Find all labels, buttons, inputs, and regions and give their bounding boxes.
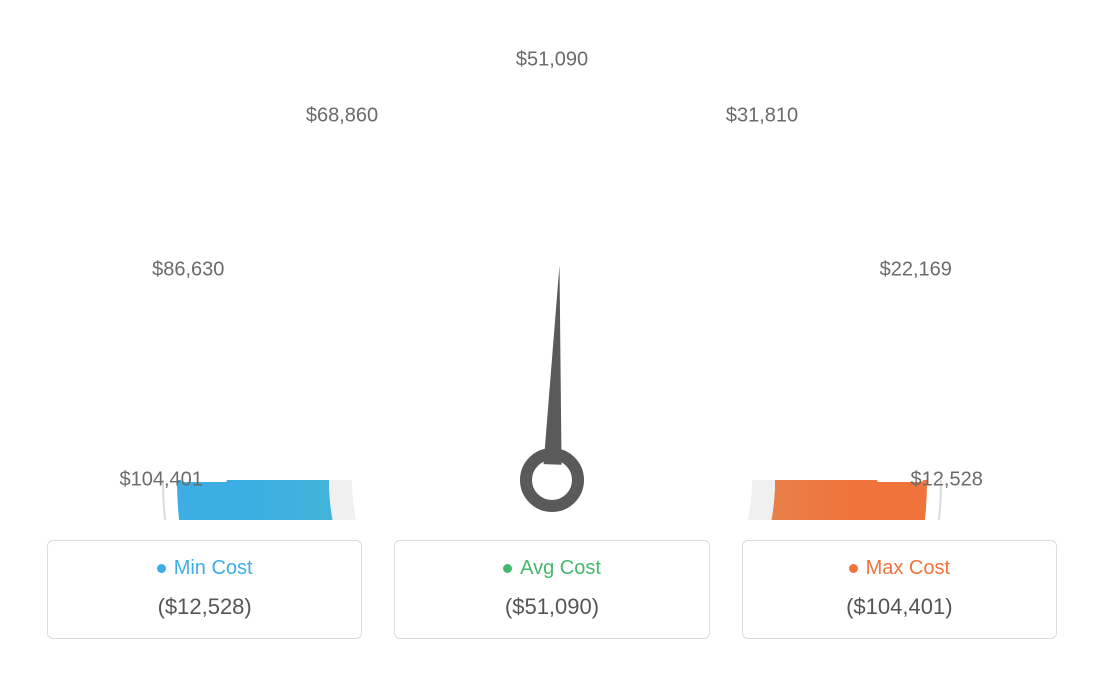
legend-card-max: Max Cost ($104,401) (742, 540, 1057, 639)
legend-title-avg: Avg Cost (503, 557, 601, 580)
legend-title-max: Max Cost (849, 557, 950, 580)
legend-value: ($12,528) (58, 594, 351, 620)
legend-card-avg: Avg Cost ($51,090) (394, 540, 709, 639)
dot-icon (849, 564, 858, 573)
legend-value: ($51,090) (405, 594, 698, 620)
gauge-tick-label: $12,528 (911, 469, 983, 492)
dot-icon (503, 564, 512, 573)
gauge-tick-label: $31,810 (726, 105, 798, 128)
legend-row: Min Cost ($12,528) Avg Cost ($51,090) Ma… (47, 540, 1057, 639)
gauge-chart: $12,528 $22,169 $31,810 $51,090 $68,860 $86,6… (20, 20, 1084, 520)
gauge-tick-label: $86,630 (152, 259, 224, 282)
legend-card-min: Min Cost ($12,528) (47, 540, 362, 639)
legend-title-min: Min Cost (157, 557, 253, 580)
dot-icon (157, 564, 166, 573)
gauge-tick-label: $104,401 (119, 469, 202, 492)
legend-value: ($104,401) (753, 594, 1046, 620)
legend-label: Min Cost (174, 557, 253, 580)
legend-label: Max Cost (866, 557, 950, 580)
gauge-tick-label: $68,860 (306, 105, 378, 128)
gauge-tick-label: $22,169 (880, 259, 952, 282)
gauge-tick-label: $51,090 (516, 49, 588, 72)
legend-label: Avg Cost (520, 557, 601, 580)
